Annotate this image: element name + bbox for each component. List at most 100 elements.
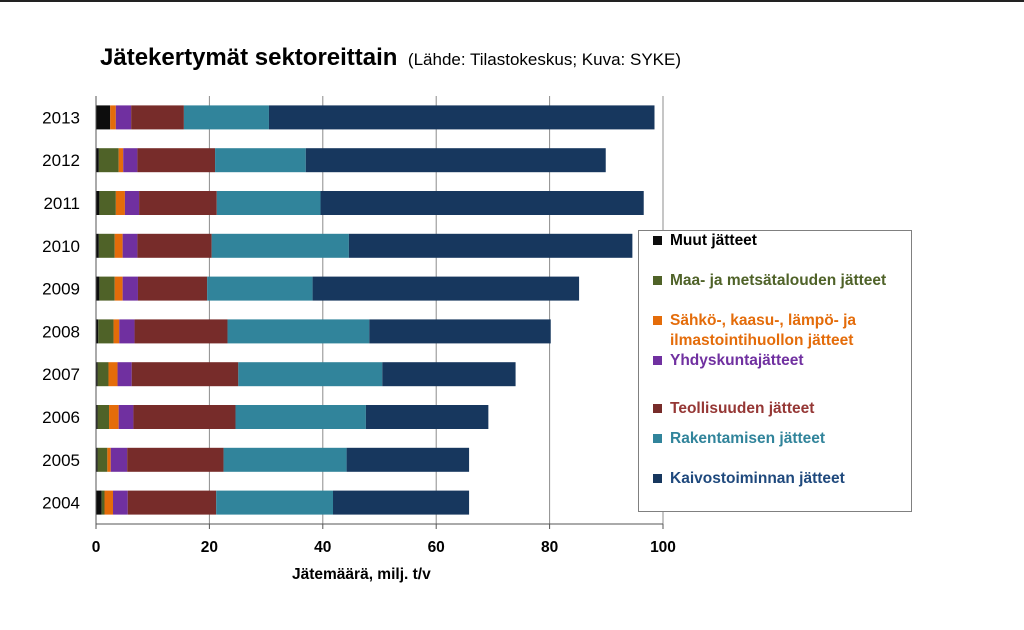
y-tick-label: 2008 <box>42 322 80 341</box>
bar-segment <box>134 319 228 344</box>
bar-segment <box>97 447 108 472</box>
bar-segment <box>312 276 580 301</box>
bar-segment <box>207 276 313 301</box>
bar-segment <box>123 148 138 173</box>
bar-segment <box>122 233 138 258</box>
bar-segment <box>305 148 606 173</box>
bar-segment <box>369 319 551 344</box>
legend-swatch <box>653 434 662 443</box>
x-tick-label: 60 <box>428 539 445 556</box>
bar-segment <box>104 490 114 515</box>
bar-segment <box>268 105 655 130</box>
bar-segment <box>96 105 111 130</box>
bar-segment <box>183 105 269 130</box>
bar-segment <box>96 405 98 429</box>
y-tick-label: 2010 <box>42 237 80 256</box>
bar-segment <box>96 362 98 387</box>
bar-segment <box>98 148 119 173</box>
bar-segment <box>346 447 470 472</box>
bar-segment <box>238 362 383 387</box>
bar-segment <box>127 447 224 472</box>
chart-title: Jätekertymät sektoreittain <box>100 44 398 71</box>
bar-segment <box>137 233 212 258</box>
legend-swatch <box>653 474 662 483</box>
bar-segment <box>101 490 105 515</box>
bar-segment <box>115 191 125 215</box>
bar-segment <box>117 362 132 387</box>
bar-segment <box>137 148 216 173</box>
bar-segment <box>99 191 116 215</box>
x-tick-label: 20 <box>201 539 218 556</box>
legend-label: Yhdyskuntajätteet <box>670 352 804 369</box>
bar-segment <box>320 191 644 215</box>
bar-segment <box>137 276 208 301</box>
bar-segment <box>114 233 123 258</box>
top-border-line <box>0 0 1024 2</box>
legend-label: Sähkö-, kaasu-, lämpö- ja ilmastointihuo… <box>670 312 857 349</box>
y-tick-label: 2011 <box>43 194 80 213</box>
bar-segment <box>118 148 124 173</box>
bar-segment <box>235 405 366 429</box>
bar-segment <box>119 319 135 344</box>
chart-subtitle: (Lähde: Tilastokeskus; Kuva: SYKE) <box>407 50 682 69</box>
bar-segment <box>215 148 306 173</box>
legend-label: Maa- ja metsätalouden jätteet <box>670 272 887 289</box>
bar-segment <box>124 191 140 215</box>
legend-swatch <box>653 356 662 365</box>
y-tick-label: 2013 <box>42 108 80 127</box>
legend-swatch <box>653 276 662 285</box>
bar-segment <box>133 405 236 429</box>
legend-label: Kaivostoiminnan jätteet <box>670 470 845 487</box>
bar-segment <box>333 490 470 515</box>
bar-segment <box>365 405 489 429</box>
x-tick-label: 0 <box>92 539 101 556</box>
legend-label: Muut jätteet <box>670 232 757 249</box>
bar-segment <box>113 319 120 344</box>
bar-segment <box>122 276 138 301</box>
bar-segment <box>96 148 99 173</box>
x-tick-labels: 0 20 40 60 80 100 <box>92 539 676 556</box>
bar-segment <box>348 233 633 258</box>
bar-segment <box>110 105 116 130</box>
bar-segment <box>107 447 111 472</box>
bar-segment <box>114 276 123 301</box>
legend-label: Rakentamisen jätteet <box>670 430 826 447</box>
x-tick-label: 40 <box>314 539 331 556</box>
bar-segment <box>110 447 128 472</box>
legend-swatch <box>653 316 662 325</box>
bar-segment <box>97 405 110 429</box>
bar-segment <box>97 362 109 387</box>
legend-label: Teollisuuden jätteet <box>670 400 815 417</box>
y-tick-labels: 2013 2012 2011 2010 2009 2008 2007 2006 2005 2004 <box>42 108 80 512</box>
y-tick-label: 2006 <box>42 408 80 427</box>
bar-segment <box>108 362 118 387</box>
bar-segment <box>98 233 115 258</box>
bar-segment <box>99 276 115 301</box>
bar-segment <box>98 319 114 344</box>
chart-title-block: Jätekertymät sektoreittain (Lähde: Tilas… <box>100 44 681 72</box>
y-tick-label: 2007 <box>42 365 80 384</box>
bar-segment <box>115 105 132 130</box>
bar-segment <box>96 233 99 258</box>
bar-segment <box>131 362 239 387</box>
legend-swatch <box>653 236 662 245</box>
bar-segment <box>227 319 370 344</box>
bar-segment <box>216 191 321 215</box>
bar-segment <box>118 405 134 429</box>
y-tick-label: 2009 <box>42 280 80 299</box>
bar-segment <box>216 490 334 515</box>
x-axis-label: Jätemäärä, milj. t/v <box>292 566 431 583</box>
bar-segment <box>139 191 217 215</box>
y-tick-label: 2004 <box>42 494 80 513</box>
bar-segment <box>127 490 217 515</box>
bar-segment <box>211 233 349 258</box>
bar-segment <box>382 362 516 387</box>
bar-segment <box>96 490 102 515</box>
legend: Muut jätteet Maa- ja metsätalouden jättee… <box>638 230 912 512</box>
y-tick-label: 2005 <box>42 451 80 470</box>
y-tick-label: 2012 <box>42 151 80 170</box>
legend-swatch <box>653 404 662 413</box>
bar-segment <box>96 191 100 215</box>
bar-segment <box>223 447 347 472</box>
